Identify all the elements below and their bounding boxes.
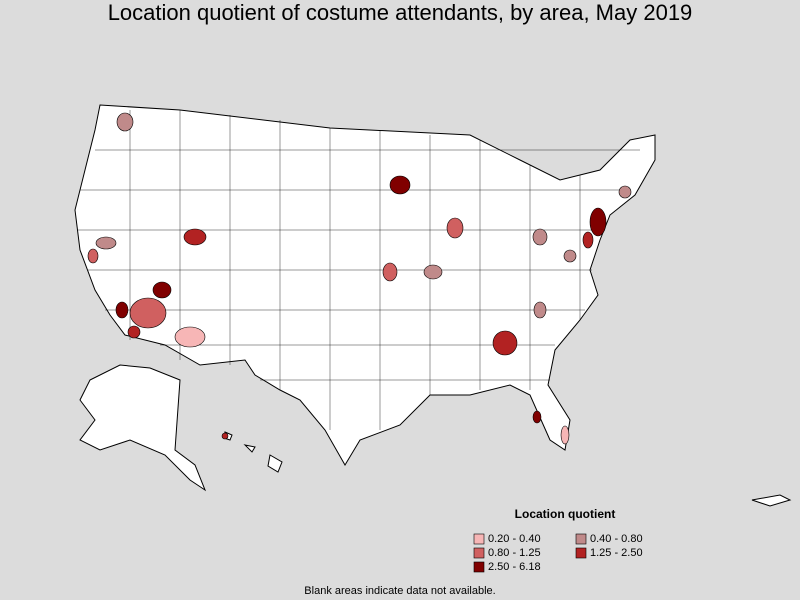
area-region xyxy=(115,301,129,319)
legend-title: Location quotient xyxy=(515,507,616,521)
legend-swatch xyxy=(575,533,587,545)
area-region xyxy=(174,326,206,348)
area-region xyxy=(389,175,411,195)
area-region xyxy=(532,228,548,246)
footnote: Blank areas indicate data not available. xyxy=(304,585,495,597)
legend-label: 0.40 - 0.80 xyxy=(590,533,643,545)
conterminous-us xyxy=(74,104,656,466)
area-region xyxy=(423,264,443,280)
area-region xyxy=(589,207,607,237)
area-region xyxy=(87,248,99,264)
legend-label: 0.20 - 0.40 xyxy=(488,533,541,545)
area-region xyxy=(563,249,577,263)
title: Location quotient of costume attendants,… xyxy=(108,0,693,25)
legend-label: 1.25 - 2.50 xyxy=(590,547,643,559)
area-region xyxy=(446,217,464,239)
legend: 0.20 - 0.40 0.40 - 0.80 0.80 - 1.25 1.25 - … xyxy=(473,533,643,573)
area-region xyxy=(532,410,542,424)
map xyxy=(74,104,792,507)
legend-swatch xyxy=(473,561,485,573)
area-region xyxy=(560,425,570,445)
hawaii xyxy=(223,431,283,473)
area-region xyxy=(492,330,518,356)
legend-label: 0.80 - 1.25 xyxy=(488,547,541,559)
area-region xyxy=(382,262,398,282)
area-region xyxy=(221,432,229,440)
area-region xyxy=(618,185,632,199)
area-region xyxy=(116,112,134,132)
puerto-rico xyxy=(751,494,792,507)
areas xyxy=(87,112,632,445)
legend-label: 2.50 - 6.18 xyxy=(488,561,541,573)
area-region xyxy=(127,325,141,339)
area-region xyxy=(129,297,167,329)
area-boundaries xyxy=(78,110,640,430)
area-region xyxy=(152,281,172,299)
legend-swatch xyxy=(473,533,485,545)
area-region xyxy=(533,301,547,319)
area-region xyxy=(582,231,594,249)
area-region xyxy=(183,228,207,246)
legend-swatch xyxy=(473,547,485,559)
legend-swatch xyxy=(575,547,587,559)
area-region xyxy=(95,236,117,250)
alaska xyxy=(79,364,207,492)
